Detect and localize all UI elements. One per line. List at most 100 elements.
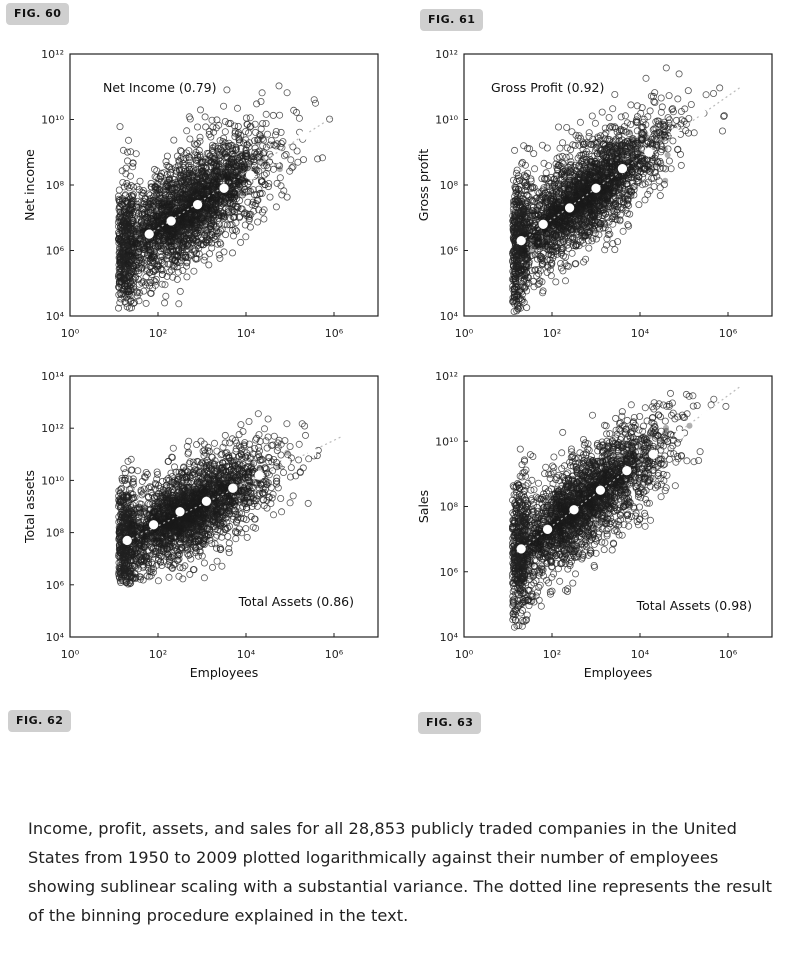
scatter-point xyxy=(197,234,205,242)
scatter-point xyxy=(223,221,231,229)
scatter-point xyxy=(639,170,647,178)
scatter-point xyxy=(139,220,146,227)
scatter-point xyxy=(265,179,273,187)
scatter-point xyxy=(143,279,151,287)
scatter-point xyxy=(616,216,624,224)
scatter-point xyxy=(232,181,240,189)
scatter-point xyxy=(255,136,263,144)
scatter-point xyxy=(208,180,215,187)
scatter-point xyxy=(547,197,555,205)
scatter-point xyxy=(237,166,244,173)
scatter-point xyxy=(234,180,241,187)
scatter-point xyxy=(213,182,220,188)
scatter-point xyxy=(241,166,248,172)
scatter-point xyxy=(258,178,266,186)
scatter-point xyxy=(119,178,127,186)
scatter-point xyxy=(238,189,245,196)
scatter-point xyxy=(562,153,570,161)
scatter-point xyxy=(197,215,205,223)
scatter-point xyxy=(155,223,162,229)
scatter-point xyxy=(589,140,597,148)
scatter-point xyxy=(167,228,174,235)
scatter-point xyxy=(197,180,203,187)
scatter-point xyxy=(196,212,203,219)
scatter-point xyxy=(207,206,214,213)
scatter-point xyxy=(138,210,146,218)
scatter-point xyxy=(172,230,179,237)
scatter-point xyxy=(205,213,213,221)
scatter-point xyxy=(259,120,267,128)
x-tick-label: 10⁶ xyxy=(325,327,344,340)
scatter-point xyxy=(171,227,178,233)
scatter-point xyxy=(603,200,611,208)
scatter-point xyxy=(155,210,163,218)
scatter-point xyxy=(131,251,138,258)
scatter-point xyxy=(179,212,186,219)
scatter-point xyxy=(123,204,131,212)
scatter-point xyxy=(145,214,152,221)
scatter-point xyxy=(192,209,199,216)
scatter-point xyxy=(116,244,124,252)
scatter-point xyxy=(199,191,206,198)
scatter-point xyxy=(222,194,230,202)
scatter-point xyxy=(253,100,261,108)
scatter-point xyxy=(198,185,206,193)
scatter-point xyxy=(233,158,240,165)
scatter-point xyxy=(142,224,149,231)
scatter-point xyxy=(223,162,230,169)
scatter-point xyxy=(177,220,184,226)
scatter-point xyxy=(531,226,539,234)
scatter-point xyxy=(576,225,584,233)
scatter-point xyxy=(221,194,228,200)
scatter-point xyxy=(213,162,220,169)
scatter-point xyxy=(194,216,201,223)
scatter-point xyxy=(204,195,211,202)
scatter-point xyxy=(147,289,155,297)
scatter-point xyxy=(520,171,528,179)
scatter-point xyxy=(521,161,529,169)
scatter-point xyxy=(185,177,193,185)
scatter-point xyxy=(165,268,173,276)
scatter-point xyxy=(208,197,216,205)
scatter-point xyxy=(127,304,135,312)
scatter-point xyxy=(170,237,176,244)
scatter-point xyxy=(677,150,685,158)
scatter-point xyxy=(540,238,548,246)
scatter-point xyxy=(197,220,204,227)
scatter-point xyxy=(185,215,192,221)
scatter-point xyxy=(674,95,682,103)
scatter-point xyxy=(598,108,606,116)
scatter-point xyxy=(162,187,170,195)
scatter-point xyxy=(186,135,194,143)
scatter-point xyxy=(210,199,216,206)
scatter-point xyxy=(217,227,225,235)
scatter-point xyxy=(209,228,217,236)
scatter-point xyxy=(190,190,197,197)
scatter-point xyxy=(256,190,264,198)
scatter-point xyxy=(260,162,268,170)
scatter-point xyxy=(147,251,154,258)
figure-label-63: FIG. 63 xyxy=(418,712,482,734)
scatter-point xyxy=(228,158,236,166)
scatter-point xyxy=(196,151,204,159)
scatter-point xyxy=(665,119,673,127)
scatter-point xyxy=(580,158,588,166)
scatter-point xyxy=(644,113,652,121)
scatter-point xyxy=(218,194,225,200)
scatter-point xyxy=(178,205,186,213)
scatter-point xyxy=(132,262,140,270)
scatter-point xyxy=(212,124,220,132)
scatter-point xyxy=(194,189,201,196)
scatter-point xyxy=(188,186,196,194)
scatter-point xyxy=(225,192,232,199)
scatter-point xyxy=(246,159,253,166)
scatter-point xyxy=(141,239,148,246)
scatter-point xyxy=(166,252,174,260)
scatter-point xyxy=(192,141,200,149)
scatter-point xyxy=(162,176,170,184)
scatter-point xyxy=(133,183,141,191)
scatter-point xyxy=(299,156,307,164)
scatter-point xyxy=(233,194,241,202)
scatter-point xyxy=(271,131,279,139)
scatter-point xyxy=(148,254,155,261)
